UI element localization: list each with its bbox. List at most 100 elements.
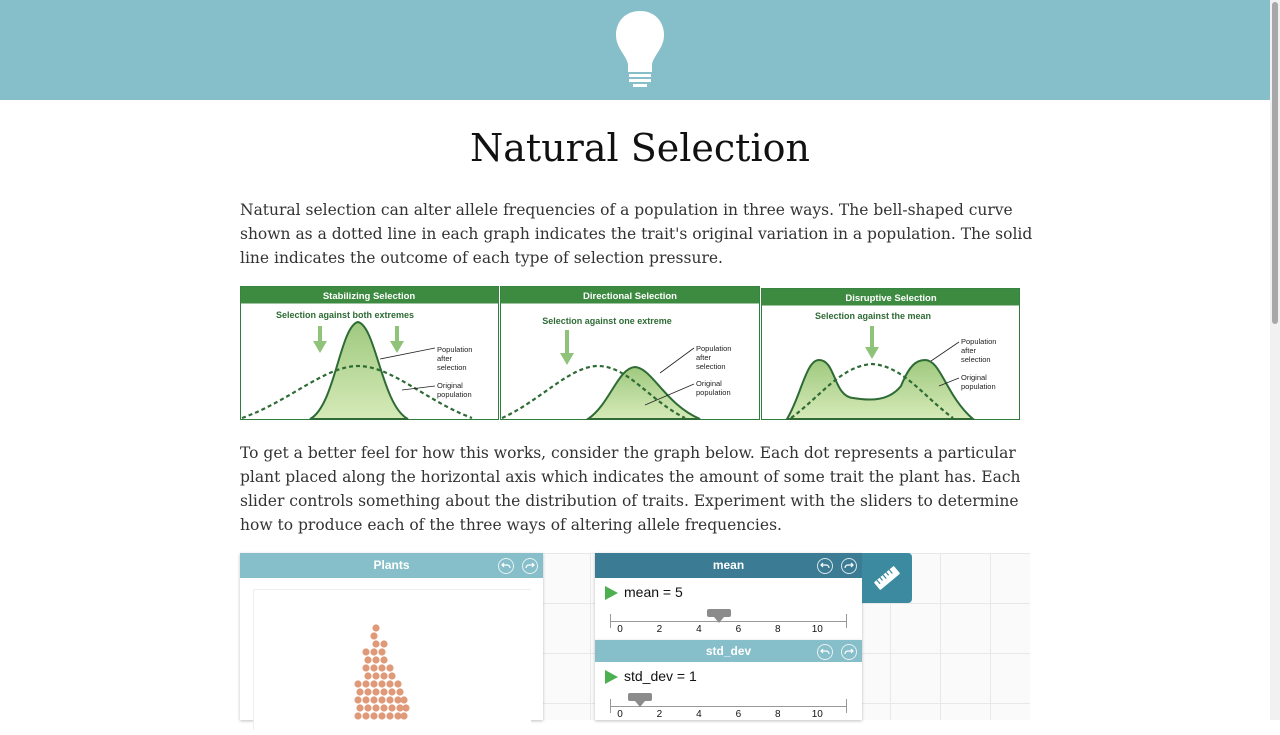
plant-dot	[400, 696, 408, 704]
dot-cluster	[354, 624, 410, 720]
mean-slider-header[interactable]: mean	[595, 553, 862, 578]
intro-paragraph: Natural selection can alter allele frequ…	[240, 201, 1033, 267]
std-dev-slider-header[interactable]: std_dev	[595, 640, 862, 662]
plant-dot	[394, 680, 402, 688]
plant-dot	[394, 696, 402, 704]
plants-dot-plot[interactable]	[253, 589, 531, 730]
std-dev-slider-row: std_dev = 1	[605, 666, 697, 686]
plant-dot	[354, 696, 362, 704]
figure-directional: Directional Selection Selection against …	[500, 286, 760, 420]
plant-dot	[354, 680, 362, 688]
slider-tick-label: 10	[811, 709, 823, 720]
plant-dot	[378, 696, 386, 704]
label-original-2: population	[437, 390, 472, 399]
plant-dot	[380, 704, 388, 712]
redo-icon[interactable]	[522, 558, 538, 574]
plant-dot	[380, 672, 388, 680]
slider-tick-label: 2	[656, 624, 663, 635]
plant-dot	[362, 696, 370, 704]
plant-dot	[364, 656, 372, 664]
plant-dot	[372, 672, 380, 680]
plant-dot	[370, 680, 378, 688]
label-original-1: Original	[696, 379, 722, 388]
plant-dot	[356, 704, 364, 712]
plant-dot	[380, 656, 388, 664]
std-dev-slider-track[interactable]	[610, 699, 847, 713]
instructions-paragraph: To get a better feel for how this works,…	[240, 444, 1021, 534]
plant-dot	[370, 696, 378, 704]
slider-tick-label: 0	[617, 709, 623, 720]
label-after-1: Population	[696, 344, 731, 353]
plant-dot	[370, 632, 378, 640]
plant-dot	[400, 712, 408, 720]
mean-slider-thumb[interactable]	[706, 609, 731, 623]
undo-icon[interactable]	[817, 644, 833, 660]
play-icon[interactable]	[605, 586, 618, 601]
plant-dot	[386, 712, 394, 720]
mean-slider-track[interactable]	[610, 614, 847, 628]
mean-slider-title: mean	[712, 558, 745, 572]
slider-tick-label: 8	[775, 709, 781, 720]
label-original-1: Original	[961, 373, 987, 382]
label-original-2: population	[696, 388, 731, 397]
plants-panel-header[interactable]: Plants	[240, 553, 543, 578]
slider-tick-label: 10	[811, 624, 823, 635]
undo-icon[interactable]	[498, 558, 514, 574]
slider-tick-label: 8	[775, 624, 781, 635]
plant-dot	[388, 704, 396, 712]
plant-dot	[356, 688, 364, 696]
page-title: Natural Selection	[470, 126, 810, 170]
plant-dot	[396, 688, 404, 696]
mean-slider-panel[interactable]: mean mean = 5 0 2 4 6 8 10	[595, 553, 862, 640]
plant-dot	[354, 712, 362, 720]
plant-dot	[378, 648, 386, 656]
ruler-icon	[874, 566, 900, 590]
top-banner	[0, 0, 1280, 100]
plant-dot	[362, 680, 370, 688]
plant-dot	[396, 704, 404, 712]
plant-dot	[370, 648, 378, 656]
figure-header: Disruptive Selection	[845, 293, 937, 304]
slider-tick-label: 4	[696, 709, 702, 720]
plants-panel-title: Plants	[373, 558, 410, 572]
figure-subtitle: Selection against the mean	[815, 311, 931, 321]
ruler-button[interactable]	[862, 553, 912, 603]
selection-figures: Stabilizing Selection Selection against …	[240, 286, 1020, 420]
plant-dot	[364, 704, 372, 712]
std-dev-slider-title: std_dev	[705, 644, 752, 658]
label-after-2: after	[437, 354, 453, 363]
redo-icon[interactable]	[841, 644, 857, 660]
mean-slider-label: mean = 5	[624, 584, 683, 600]
slider-tick-label: 6	[735, 624, 742, 635]
figure-stabilizing: Stabilizing Selection Selection against …	[240, 286, 499, 420]
slider-tick-label: 6	[735, 709, 742, 720]
plant-dot	[372, 624, 380, 632]
plant-dot	[372, 656, 380, 664]
plant-dot	[394, 712, 402, 720]
play-icon[interactable]	[605, 670, 618, 685]
figure-subtitle: Selection against one extreme	[542, 316, 672, 326]
plant-dot	[378, 680, 386, 688]
plants-panel[interactable]: Plants	[240, 553, 543, 730]
redo-icon[interactable]	[841, 558, 857, 574]
label-after-2: after	[961, 346, 977, 355]
figure-header: Directional Selection	[583, 291, 677, 302]
figure-header: Stabilizing Selection	[323, 291, 416, 302]
plant-dot	[378, 712, 386, 720]
mean-slider-row: mean = 5	[605, 582, 683, 602]
label-after-3: selection	[437, 363, 467, 372]
plant-dot	[372, 704, 380, 712]
plant-dot	[386, 696, 394, 704]
page-scrollbar[interactable]	[1270, 0, 1280, 720]
undo-icon[interactable]	[817, 558, 833, 574]
std-dev-slider-thumb[interactable]	[627, 693, 652, 707]
std-dev-slider-panel[interactable]: std_dev std_dev = 1 0 2 4 6 8 10	[595, 640, 862, 720]
plant-dot	[378, 664, 386, 672]
plant-dot	[362, 648, 370, 656]
scrollbar-thumb[interactable]	[1272, 2, 1278, 324]
label-after-3: selection	[696, 362, 726, 371]
